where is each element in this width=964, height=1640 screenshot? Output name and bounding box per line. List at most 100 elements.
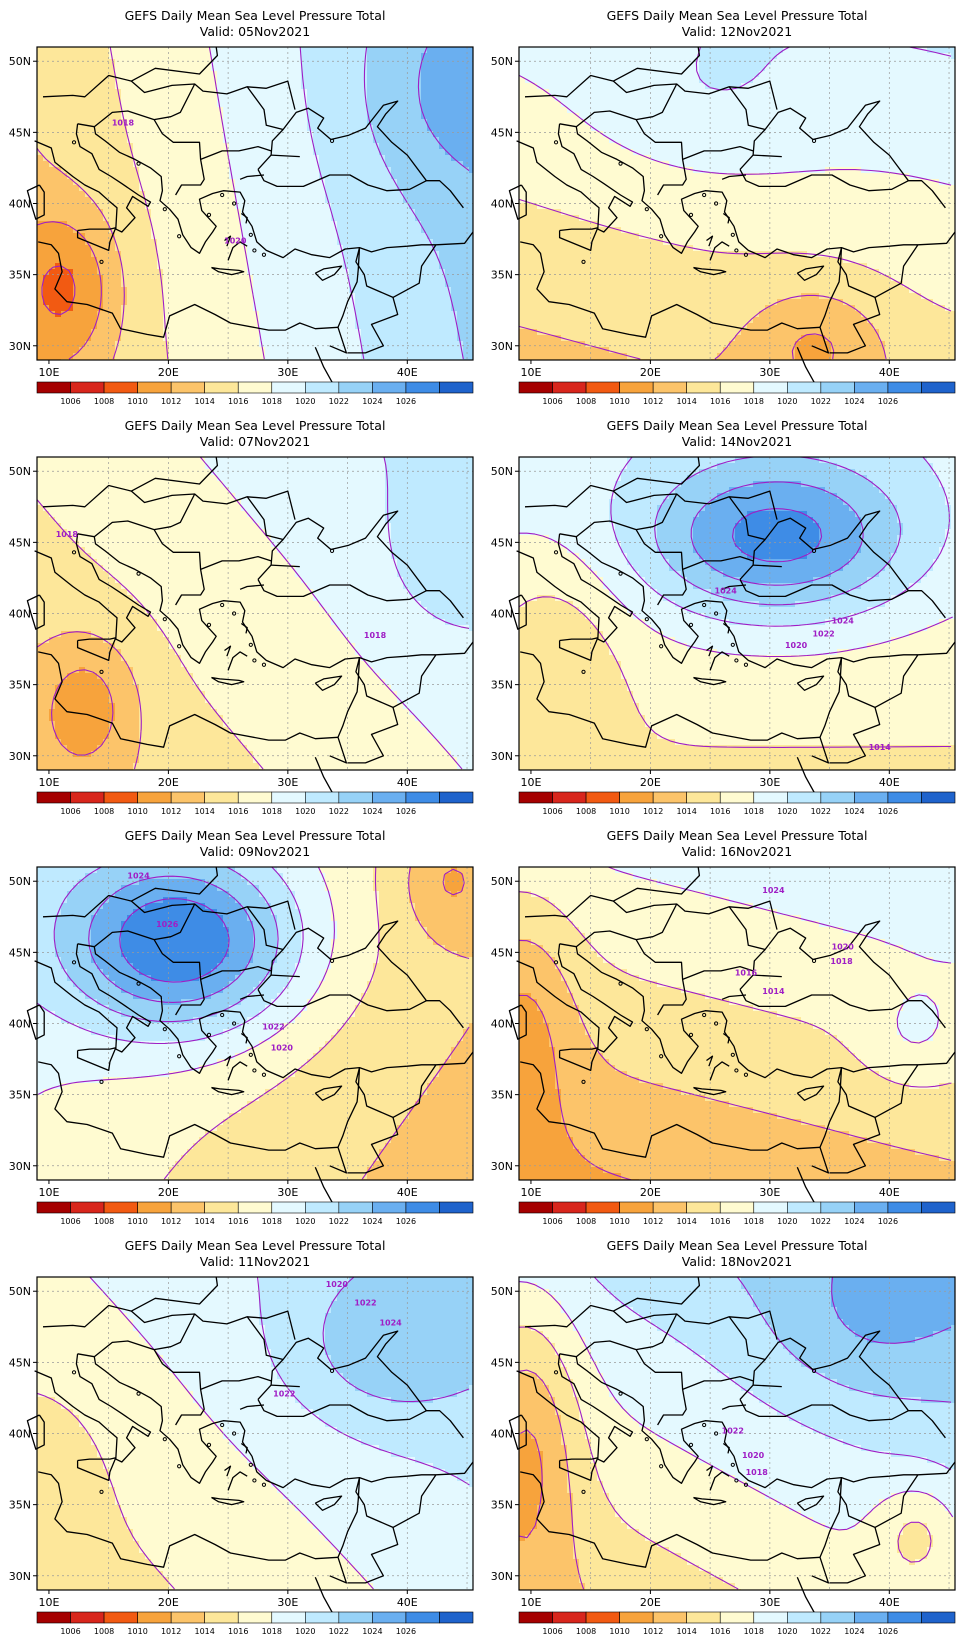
lon-tick-label: 40E <box>879 366 900 379</box>
colorbar: 1006 1008 1010 1012 1014 1016 1018 1020 1022 1024… <box>37 1202 473 1226</box>
lat-tick-label: 45N <box>9 946 31 959</box>
colorbar-label: 1012 <box>161 1627 181 1636</box>
isobar-label: 1022 <box>354 1299 376 1308</box>
colorbar-label: 1020 <box>777 1627 797 1636</box>
lat-tick-label: 40N <box>491 1018 513 1031</box>
colorbar-label: 1024 <box>362 1627 382 1636</box>
isobar-label: 1026 <box>156 920 179 929</box>
lon-tick-label: 20E <box>158 1186 179 1199</box>
lon-tick-label: 20E <box>158 1596 179 1609</box>
colorbar-label: 1014 <box>195 1217 215 1226</box>
forecast-panel: GEFS Daily Mean Sea Level Pressure Total… <box>491 418 956 816</box>
lon-tick-label: 10E <box>38 1596 59 1609</box>
isobar-label: 1016 <box>735 968 758 977</box>
colorbar-label: 1024 <box>362 1217 382 1226</box>
lat-tick-label: 50N <box>9 465 31 478</box>
lon-tick-label: 30E <box>277 1186 298 1199</box>
colorbar-label: 1020 <box>777 807 797 816</box>
panel-valid-date: Valid: 11Nov2021 <box>200 1254 310 1269</box>
colorbar-label: 1014 <box>677 1217 697 1226</box>
colorbar-label: 1022 <box>329 1627 349 1636</box>
isobar-label: 1014 <box>869 743 892 752</box>
isobar-label: 1020 <box>326 1280 349 1289</box>
colorbar-label: 1016 <box>228 1627 248 1636</box>
forecast-panel: GEFS Daily Mean Sea Level Pressure Total… <box>9 418 474 816</box>
colorbar-label: 1018 <box>744 807 764 816</box>
colorbar-label: 1022 <box>811 1217 831 1226</box>
panel-title: GEFS Daily Mean Sea Level Pressure Total <box>125 1238 386 1253</box>
colorbar-label: 1012 <box>643 1217 663 1226</box>
colorbar-label: 1008 <box>94 397 114 406</box>
lon-tick-label: 30E <box>759 1596 780 1609</box>
panel-title: GEFS Daily Mean Sea Level Pressure Total <box>607 8 868 23</box>
colorbar-label: 1022 <box>811 1627 831 1636</box>
forecast-panel: GEFS Daily Mean Sea Level Pressure Total… <box>491 828 956 1226</box>
colorbar-label: 1010 <box>127 1217 147 1226</box>
colorbar-label: 1010 <box>127 1627 147 1636</box>
lat-tick-label: 35N <box>491 679 513 692</box>
colorbar-label: 1018 <box>262 397 282 406</box>
lon-tick-label: 10E <box>520 366 541 379</box>
colorbar-label: 1010 <box>609 1217 629 1226</box>
lon-tick-label: 10E <box>520 1596 541 1609</box>
colorbar-label: 1024 <box>844 397 864 406</box>
colorbar-label: 1006 <box>60 1217 80 1226</box>
colorbar: 1006 1008 1010 1012 1014 1016 1018 1020 1022 1024… <box>519 1202 955 1226</box>
panel-valid-date: Valid: 09Nov2021 <box>200 844 310 859</box>
colorbar-label: 1010 <box>127 807 147 816</box>
colorbar-label: 1024 <box>362 397 382 406</box>
colorbar-label: 1022 <box>811 807 831 816</box>
colorbar-label: 1010 <box>609 397 629 406</box>
lon-tick-label: 40E <box>397 366 418 379</box>
lat-tick-label: 50N <box>9 875 31 888</box>
panel-valid-date: Valid: 18Nov2021 <box>682 1254 792 1269</box>
isobar-label: 1020 <box>742 1451 765 1460</box>
lon-tick-label: 30E <box>277 776 298 789</box>
colorbar-label: 1026 <box>878 397 898 406</box>
colorbar-label: 1020 <box>295 1627 315 1636</box>
colorbar-label: 1018 <box>744 1217 764 1226</box>
colorbar-label: 1014 <box>195 807 215 816</box>
colorbar-label: 1018 <box>262 1217 282 1226</box>
colorbar-label: 1026 <box>396 1627 416 1636</box>
lon-tick-label: 20E <box>640 1186 661 1199</box>
isobar-label: 1022 <box>262 1022 284 1031</box>
isobar-label: 1020 <box>832 943 855 952</box>
forecast-panel: GEFS Daily Mean Sea Level Pressure Total… <box>491 8 956 406</box>
isobar-label: 1018 <box>364 631 387 640</box>
forecast-panel: GEFS Daily Mean Sea Level Pressure Total… <box>9 828 474 1226</box>
lon-tick-label: 30E <box>759 366 780 379</box>
panel-valid-date: Valid: 14Nov2021 <box>682 434 792 449</box>
forecast-panel: GEFS Daily Mean Sea Level Pressure Total… <box>9 1238 474 1636</box>
colorbar-label: 1016 <box>228 807 248 816</box>
isobar-label: 1018 <box>746 1468 769 1477</box>
colorbar-label: 1014 <box>195 397 215 406</box>
colorbar-label: 1024 <box>362 807 382 816</box>
lon-tick-label: 40E <box>879 776 900 789</box>
colorbar-label: 1026 <box>396 397 416 406</box>
panel-valid-date: Valid: 16Nov2021 <box>682 844 792 859</box>
lon-tick-label: 30E <box>759 776 780 789</box>
lon-tick-label: 10E <box>38 1186 59 1199</box>
colorbar: 1006 1008 1010 1012 1014 1016 1018 1020 1022 1024… <box>37 792 473 816</box>
colorbar-label: 1008 <box>576 1217 596 1226</box>
isobar-label: 1020 <box>271 1044 294 1053</box>
colorbar-label: 1020 <box>295 1217 315 1226</box>
panel-title: GEFS Daily Mean Sea Level Pressure Total <box>607 418 868 433</box>
lat-tick-label: 30N <box>9 340 31 353</box>
lat-tick-label: 45N <box>9 1356 31 1369</box>
lon-tick-label: 10E <box>520 1186 541 1199</box>
colorbar-label: 1020 <box>777 397 797 406</box>
colorbar-label: 1016 <box>710 1627 730 1636</box>
lat-tick-label: 35N <box>491 269 513 282</box>
isobar-label: 1022 <box>812 629 834 638</box>
lat-tick-label: 30N <box>491 340 513 353</box>
lon-tick-label: 20E <box>640 776 661 789</box>
lat-tick-label: 40N <box>491 198 513 211</box>
colorbar-label: 1012 <box>643 397 663 406</box>
lat-tick-label: 35N <box>491 1499 513 1512</box>
colorbar-label: 1006 <box>542 1217 562 1226</box>
colorbar-label: 1026 <box>396 807 416 816</box>
colorbar-label: 1022 <box>329 397 349 406</box>
lat-tick-label: 30N <box>491 750 513 763</box>
